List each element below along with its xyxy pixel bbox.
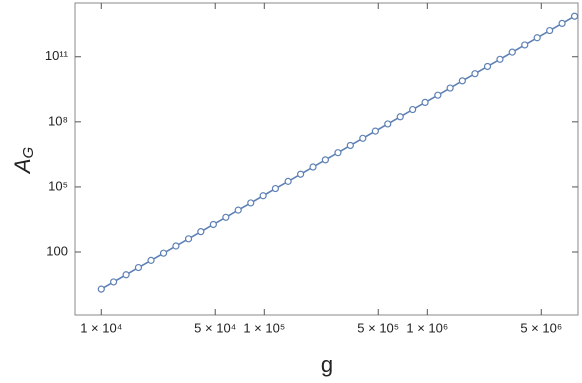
data-point bbox=[159, 249, 168, 257]
data-point bbox=[508, 48, 516, 56]
data-point bbox=[521, 41, 529, 49]
y-tick-label: 100 bbox=[46, 243, 68, 258]
x-tick-label: 5 × 10⁶ bbox=[520, 320, 562, 335]
data-point bbox=[558, 19, 566, 28]
data-point bbox=[321, 156, 329, 164]
data-point bbox=[209, 220, 217, 229]
data-point bbox=[284, 177, 292, 185]
y-tick-label: 10⁵ bbox=[48, 178, 68, 193]
data-point bbox=[546, 26, 554, 35]
data-point bbox=[334, 149, 342, 157]
y-axis-title: AG bbox=[10, 146, 37, 175]
x-tick-label: 5 × 10⁵ bbox=[357, 320, 399, 335]
x-axis-title: g bbox=[321, 352, 333, 377]
data-point bbox=[184, 235, 193, 243]
data-point bbox=[346, 141, 354, 150]
data-point bbox=[434, 91, 442, 99]
data-point bbox=[247, 199, 255, 207]
data-point bbox=[122, 271, 130, 279]
data-point bbox=[483, 62, 492, 71]
data-point bbox=[309, 163, 317, 171]
data-point bbox=[421, 98, 429, 106]
data-point bbox=[109, 278, 118, 286]
y-axis-title-main: A bbox=[10, 158, 35, 175]
data-point bbox=[222, 213, 230, 221]
data-point bbox=[496, 55, 504, 63]
data-point bbox=[234, 206, 242, 214]
plot-frame bbox=[74, 2, 579, 316]
data-point bbox=[446, 84, 454, 92]
data-point bbox=[297, 170, 305, 178]
x-tick-label: 1 × 10⁵ bbox=[243, 320, 285, 335]
data-point bbox=[134, 263, 143, 272]
data-point bbox=[458, 77, 466, 85]
data-point bbox=[384, 120, 392, 128]
data-point bbox=[172, 242, 180, 250]
y-tick-label: 10⁸ bbox=[48, 113, 68, 128]
data-point bbox=[359, 134, 367, 142]
x-tick-label: 5 × 10⁴ bbox=[194, 320, 236, 335]
data-point bbox=[259, 192, 267, 200]
data-point bbox=[471, 70, 479, 78]
data-point bbox=[271, 184, 280, 193]
data-point bbox=[533, 34, 541, 42]
y-tick-label: 10¹¹ bbox=[45, 48, 69, 63]
data-point bbox=[409, 105, 417, 114]
data-point bbox=[197, 228, 205, 236]
data-point bbox=[570, 12, 579, 20]
data-point bbox=[396, 113, 404, 121]
data-point bbox=[147, 256, 155, 264]
data-point bbox=[97, 285, 105, 293]
y-axis-title-subscript: G bbox=[20, 146, 37, 158]
x-tick-label: 1 × 10⁴ bbox=[80, 320, 122, 335]
x-tick-label: 1 × 10⁶ bbox=[406, 320, 448, 335]
data-point bbox=[371, 127, 379, 135]
